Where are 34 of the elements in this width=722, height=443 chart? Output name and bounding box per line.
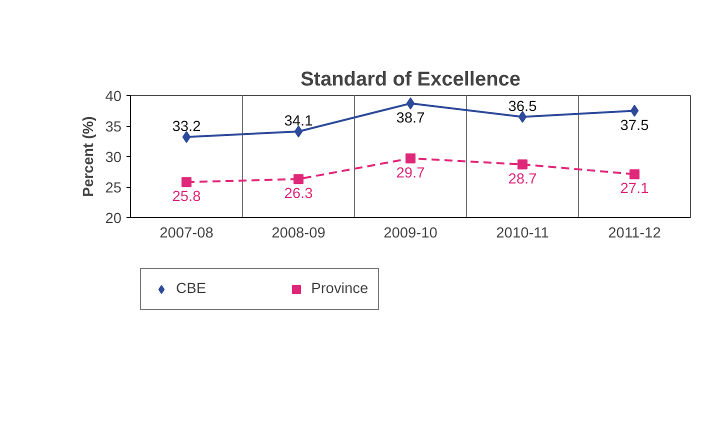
data-label: 38.7 xyxy=(396,110,425,126)
point xyxy=(630,104,639,117)
point xyxy=(518,110,527,123)
x-tick-label: 2009-10 xyxy=(384,226,438,242)
data-label: 26.3 xyxy=(284,186,313,202)
point xyxy=(406,153,416,164)
x-tick-label: 2011-12 xyxy=(608,226,661,242)
data-label: 25.8 xyxy=(172,189,201,206)
x-tick-label: 2007-08 xyxy=(160,226,214,242)
y-tick-label: 25 xyxy=(105,180,122,196)
point xyxy=(182,130,191,143)
data-label: 37.5 xyxy=(620,118,649,134)
data-label: 29.7 xyxy=(396,165,425,182)
data-label: 28.7 xyxy=(508,171,537,188)
data-label: 33.2 xyxy=(172,118,201,135)
chart-title: Standard of Excellence xyxy=(300,68,521,90)
point xyxy=(294,125,303,138)
legend-label: CBE xyxy=(176,281,206,297)
data-label: 27.1 xyxy=(620,181,649,198)
x-tick-label: 2010-11 xyxy=(496,226,549,242)
point xyxy=(294,174,304,184)
point xyxy=(406,97,415,110)
y-tick-label: 40 xyxy=(105,89,122,105)
data-label: 34.1 xyxy=(284,113,313,130)
point xyxy=(518,159,528,170)
point xyxy=(630,169,640,180)
y-tick-label: 20 xyxy=(105,211,122,227)
y-tick-label: 30 xyxy=(105,150,122,166)
y-axis-title: Percent (%) xyxy=(81,116,98,197)
x-tick-label: 2008-09 xyxy=(272,226,326,242)
legend-label: Province xyxy=(311,281,368,297)
y-tick-label: 35 xyxy=(105,120,122,136)
point xyxy=(182,177,192,188)
data-label: 36.5 xyxy=(508,98,537,115)
